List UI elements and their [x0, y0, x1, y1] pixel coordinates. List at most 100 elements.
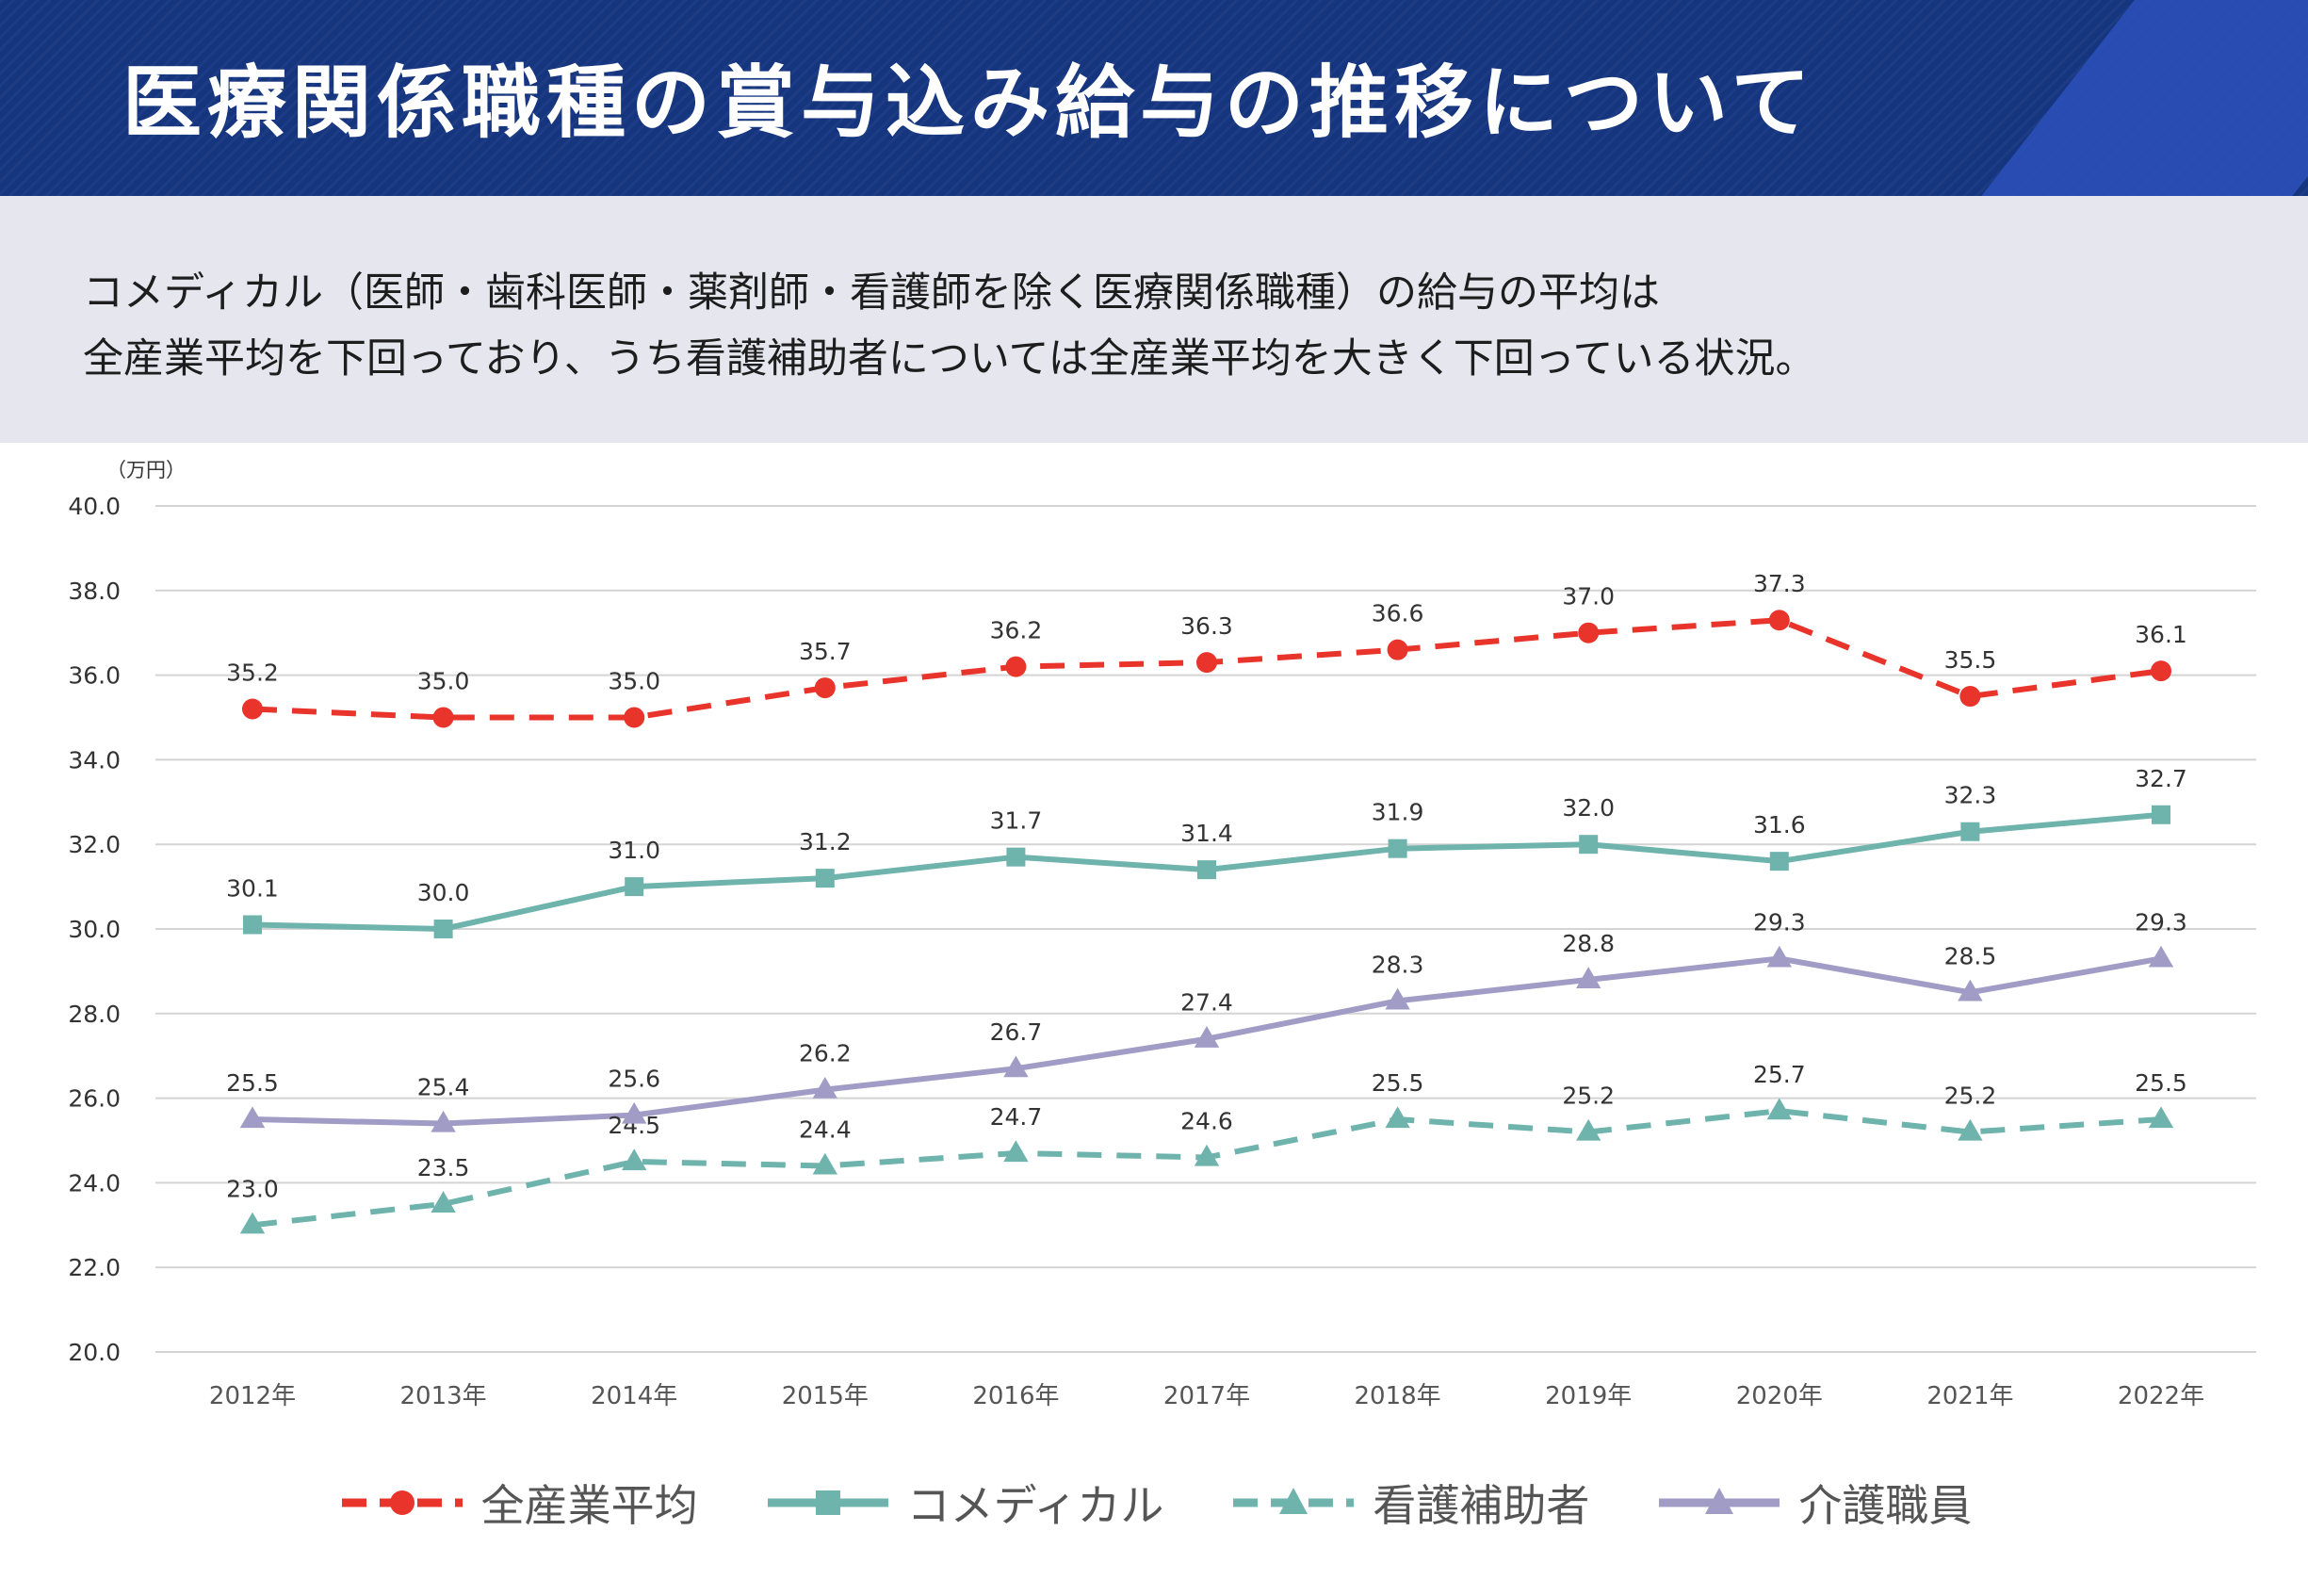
legend-item: コメディカル [762, 1472, 1163, 1534]
y-tick-label: 22.0 [68, 1254, 121, 1281]
y-tick-label: 24.0 [68, 1169, 121, 1197]
y-tick-label: 34.0 [68, 746, 121, 774]
data-point-marker [239, 1106, 266, 1129]
data-point-marker [1959, 686, 1981, 708]
legend-swatch [1233, 1488, 1355, 1514]
data-label: 37.3 [1753, 570, 1806, 597]
x-tick-label: 2013年 [400, 1382, 487, 1410]
data-label: 30.0 [417, 879, 470, 906]
legend-marker [1279, 1488, 1308, 1514]
data-point-marker [2151, 660, 2171, 682]
data-label: 26.2 [799, 1040, 852, 1067]
data-label: 32.3 [1944, 782, 1997, 809]
data-point-marker [622, 1101, 647, 1124]
legend-label: 看護補助者 [1373, 1480, 1590, 1531]
chart-legend: 全産業平均 コメディカル 看護補助者 介護職員 [0, 1460, 2308, 1545]
data-point-marker [1194, 1144, 1220, 1166]
banner-stripe-decoration [1958, 0, 2308, 196]
data-label: 31.6 [1753, 811, 1806, 839]
data-point-marker [1197, 860, 1216, 880]
y-tick-label: 20.0 [68, 1339, 121, 1366]
data-point-marker [1003, 1055, 1029, 1078]
data-label: 23.5 [417, 1154, 470, 1181]
y-tick-label: 32.0 [68, 831, 121, 858]
data-point-marker [1006, 847, 1026, 867]
data-point-marker [625, 877, 644, 897]
data-point-marker [431, 1110, 456, 1132]
data-point-marker [622, 1148, 647, 1171]
data-label: 30.1 [226, 875, 279, 903]
legend-marker [389, 1490, 414, 1515]
data-point-marker [431, 1191, 456, 1213]
legend-item: 介護職員 [1653, 1472, 1972, 1534]
legend-marker [815, 1490, 840, 1515]
data-label: 23.0 [226, 1175, 279, 1202]
data-point-marker [1579, 835, 1599, 855]
legend-label: 介護職員 [1798, 1480, 1973, 1531]
x-tick-label: 2018年 [1355, 1382, 1441, 1410]
data-point-marker [239, 1212, 266, 1234]
data-label: 35.5 [1944, 646, 1997, 674]
y-axis-unit-label: （万円） [106, 459, 186, 481]
data-label: 31.2 [799, 828, 852, 855]
data-point-marker [1576, 967, 1601, 988]
x-tick-label: 2021年 [1926, 1382, 2013, 1410]
x-tick-label: 2015年 [782, 1382, 869, 1410]
data-point-marker [1387, 639, 1408, 660]
legend-swatch [341, 1490, 463, 1515]
y-tick-label: 36.0 [68, 662, 121, 690]
y-tick-label: 28.0 [68, 1001, 121, 1028]
intro-text-line-1: コメディカル（医師・歯科医師・薬剤師・看護師を除く医療関係職種）の給与の平均は [83, 269, 1660, 317]
data-point-marker [624, 707, 645, 728]
legend-item: 全産業平均 [336, 1472, 698, 1534]
data-point-marker [1958, 979, 1983, 1002]
data-label: 36.6 [1372, 600, 1424, 627]
data-label: 35.2 [226, 660, 279, 687]
data-label: 36.2 [990, 617, 1043, 644]
data-point-marker [812, 1152, 837, 1175]
data-label: 35.0 [417, 668, 470, 695]
x-tick-label: 2016年 [972, 1382, 1059, 1410]
data-point-marker [1003, 1140, 1029, 1163]
legend-marker [1705, 1488, 1734, 1514]
data-point-marker [812, 1076, 837, 1099]
data-label: 31.7 [990, 807, 1043, 835]
data-label: 25.7 [1753, 1061, 1806, 1088]
title-banner: 医療関係職種の賞与込み給与の推移について [0, 0, 2308, 196]
data-label: 31.4 [1180, 820, 1233, 847]
data-label: 31.0 [608, 837, 660, 864]
data-point-marker [243, 915, 262, 935]
data-point-marker [2148, 945, 2174, 968]
data-point-marker [242, 698, 263, 720]
data-label: 36.3 [1180, 612, 1233, 640]
data-label: 25.2 [1562, 1083, 1615, 1110]
data-point-marker [1385, 987, 1410, 1010]
y-tick-label: 26.0 [68, 1085, 121, 1113]
data-point-marker [2152, 805, 2170, 824]
x-tick-label: 2022年 [2118, 1382, 2204, 1410]
data-point-marker [2148, 1106, 2174, 1129]
y-tick-label: 38.0 [68, 578, 121, 605]
data-label: 37.0 [1562, 583, 1615, 611]
x-tick-label: 2020年 [1736, 1382, 1823, 1410]
data-label: 36.1 [2135, 621, 2187, 648]
intro-panel: コメディカル（医師・歯科医師・薬剤師・看護師を除く医療関係職種）の給与の平均は … [0, 196, 2308, 443]
data-point-marker [1388, 839, 1407, 858]
data-label: 32.0 [1562, 794, 1615, 822]
legend-swatch [767, 1490, 888, 1515]
data-point-marker [1576, 1118, 1601, 1141]
data-point-marker [1385, 1106, 1410, 1129]
data-label: 26.7 [990, 1018, 1043, 1046]
y-tick-label: 30.0 [68, 916, 121, 943]
data-label: 31.9 [1372, 799, 1424, 826]
data-point-marker [1958, 1118, 1983, 1141]
data-point-marker [1766, 1098, 1792, 1120]
data-label: 28.8 [1562, 930, 1615, 957]
page-title: 医療関係職種の賞与込み給与の推移について [122, 57, 1816, 149]
legend-swatch [1659, 1488, 1780, 1514]
x-tick-label: 2017年 [1163, 1382, 1250, 1410]
data-point-marker [1578, 622, 1600, 643]
y-tick-label: 40.0 [68, 493, 121, 520]
data-point-marker [814, 677, 836, 699]
